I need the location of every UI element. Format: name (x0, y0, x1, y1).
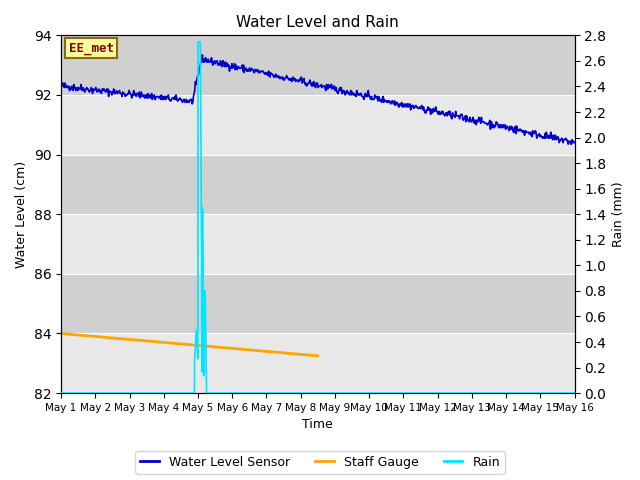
Bar (61, 36, 575, 95)
Bar (61, 95, 575, 155)
Y-axis label: Water Level (cm): Water Level (cm) (15, 161, 28, 268)
Text: EE_met: EE_met (68, 42, 114, 55)
X-axis label: Time: Time (303, 419, 333, 432)
Bar (61, 155, 575, 214)
Legend: Water Level Sensor, Staff Gauge, Rain: Water Level Sensor, Staff Gauge, Rain (135, 451, 505, 474)
Y-axis label: Rain (mm): Rain (mm) (612, 181, 625, 247)
Bar (61, 334, 575, 393)
Bar (61, 214, 575, 274)
Title: Water Level and Rain: Water Level and Rain (236, 15, 399, 30)
Bar (61, 274, 575, 334)
